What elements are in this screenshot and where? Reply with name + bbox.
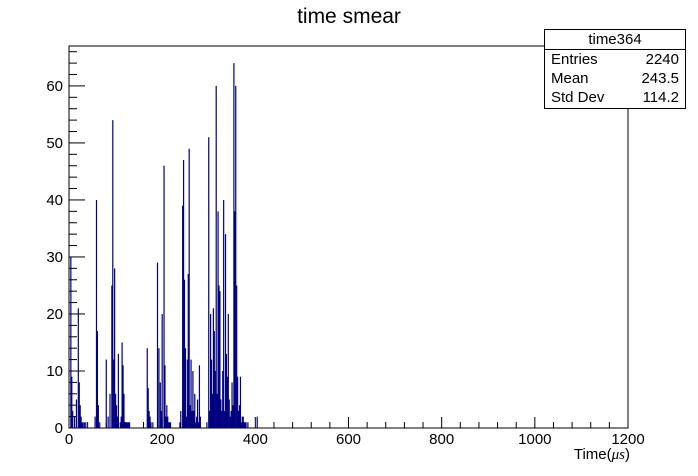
x-tick-label: 400 [243, 431, 268, 448]
x-tick-label: 800 [429, 431, 454, 448]
y-tick-label: 10 [46, 363, 63, 380]
x-tick-label: 0 [65, 431, 73, 448]
y-tick-label: 20 [46, 306, 63, 323]
x-axis-title-unit: μs [611, 447, 625, 463]
stats-entries-label: Entries [551, 51, 598, 68]
stats-entries-value: 2240 [645, 51, 679, 68]
x-tick-label: 600 [336, 431, 361, 448]
stats-mean-label: Mean [551, 70, 589, 87]
y-tick-label: 60 [46, 78, 63, 95]
x-tick-label: 1000 [518, 431, 551, 448]
histogram-bins [70, 63, 258, 428]
stats-row-mean: Mean 243.5 [545, 69, 685, 88]
x-axis-title-suffix: ) [625, 446, 630, 463]
x-axis-title-prefix: Time( [573, 446, 612, 463]
y-tick-label: 50 [46, 135, 63, 152]
x-axis-title: Time(μs) [574, 446, 630, 464]
chart-title: time smear [297, 5, 401, 28]
stats-box: time364 Entries 2240 Mean 243.5 Std Dev … [544, 29, 686, 109]
x-axis-tick-labels: 0 200 400 600 800 1000 1200 [65, 431, 645, 448]
stats-mean-value: 243.5 [641, 70, 679, 87]
y-tick-label: 0 [55, 420, 63, 437]
x-tick-label: 200 [150, 431, 175, 448]
y-tick-label: 40 [46, 192, 63, 209]
x-tick-label: 1200 [611, 431, 644, 448]
y-tick-label: 30 [46, 249, 63, 266]
stats-stddev-label: Std Dev [551, 89, 605, 106]
stats-row-stddev: Std Dev 114.2 [545, 88, 685, 107]
y-axis-tick-labels: 0 10 20 30 40 50 60 [46, 78, 63, 437]
stats-histogram-name: time364 [545, 30, 685, 50]
stats-row-entries: Entries 2240 [545, 50, 685, 69]
stats-stddev-value: 114.2 [642, 89, 679, 106]
